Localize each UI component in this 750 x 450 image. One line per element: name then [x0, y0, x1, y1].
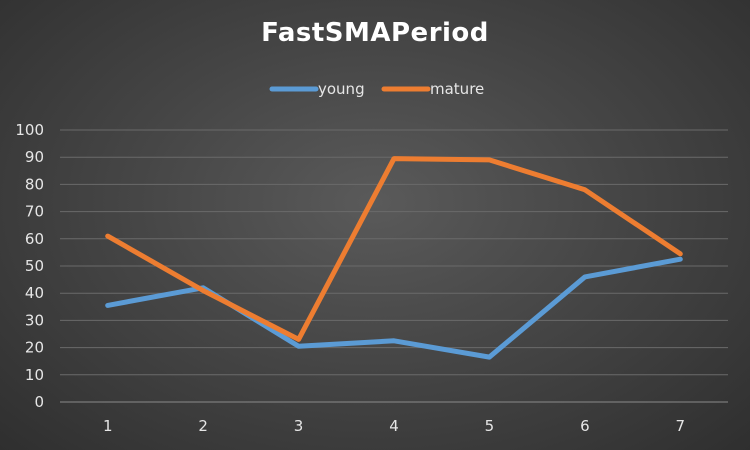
legend-label-mature: mature — [430, 80, 484, 98]
legend-label-young: young — [318, 80, 365, 98]
y-tick-label: 50 — [25, 257, 44, 275]
y-tick-label: 60 — [25, 230, 44, 248]
series-lines — [105, 156, 683, 360]
y-tick-label: 90 — [25, 148, 44, 166]
y-tick-label: 0 — [34, 393, 44, 411]
y-tick-label: 100 — [15, 121, 44, 139]
series-line-mature — [105, 156, 683, 342]
x-tick-label: 7 — [676, 417, 686, 435]
y-tick-label: 10 — [25, 366, 44, 384]
x-tick-label: 5 — [485, 417, 495, 435]
y-tick-label: 70 — [25, 203, 44, 221]
y-axis-ticks: 0 10 20 30 40 50 60 70 80 90 100 — [15, 121, 44, 411]
y-tick-label: 40 — [25, 284, 44, 302]
x-tick-label: 3 — [294, 417, 304, 435]
series-line-young — [105, 256, 683, 360]
x-tick-label: 6 — [580, 417, 590, 435]
x-tick-label: 4 — [389, 417, 399, 435]
chart-title: FastSMAPeriod — [261, 18, 489, 48]
x-tick-label: 1 — [103, 417, 113, 435]
y-tick-label: 30 — [25, 311, 44, 329]
y-tick-label: 80 — [25, 175, 44, 193]
x-tick-label: 2 — [198, 417, 208, 435]
x-axis-ticks: 1 2 3 4 5 6 7 — [103, 417, 685, 435]
y-tick-label: 20 — [25, 339, 44, 357]
legend: young mature — [269, 80, 484, 98]
